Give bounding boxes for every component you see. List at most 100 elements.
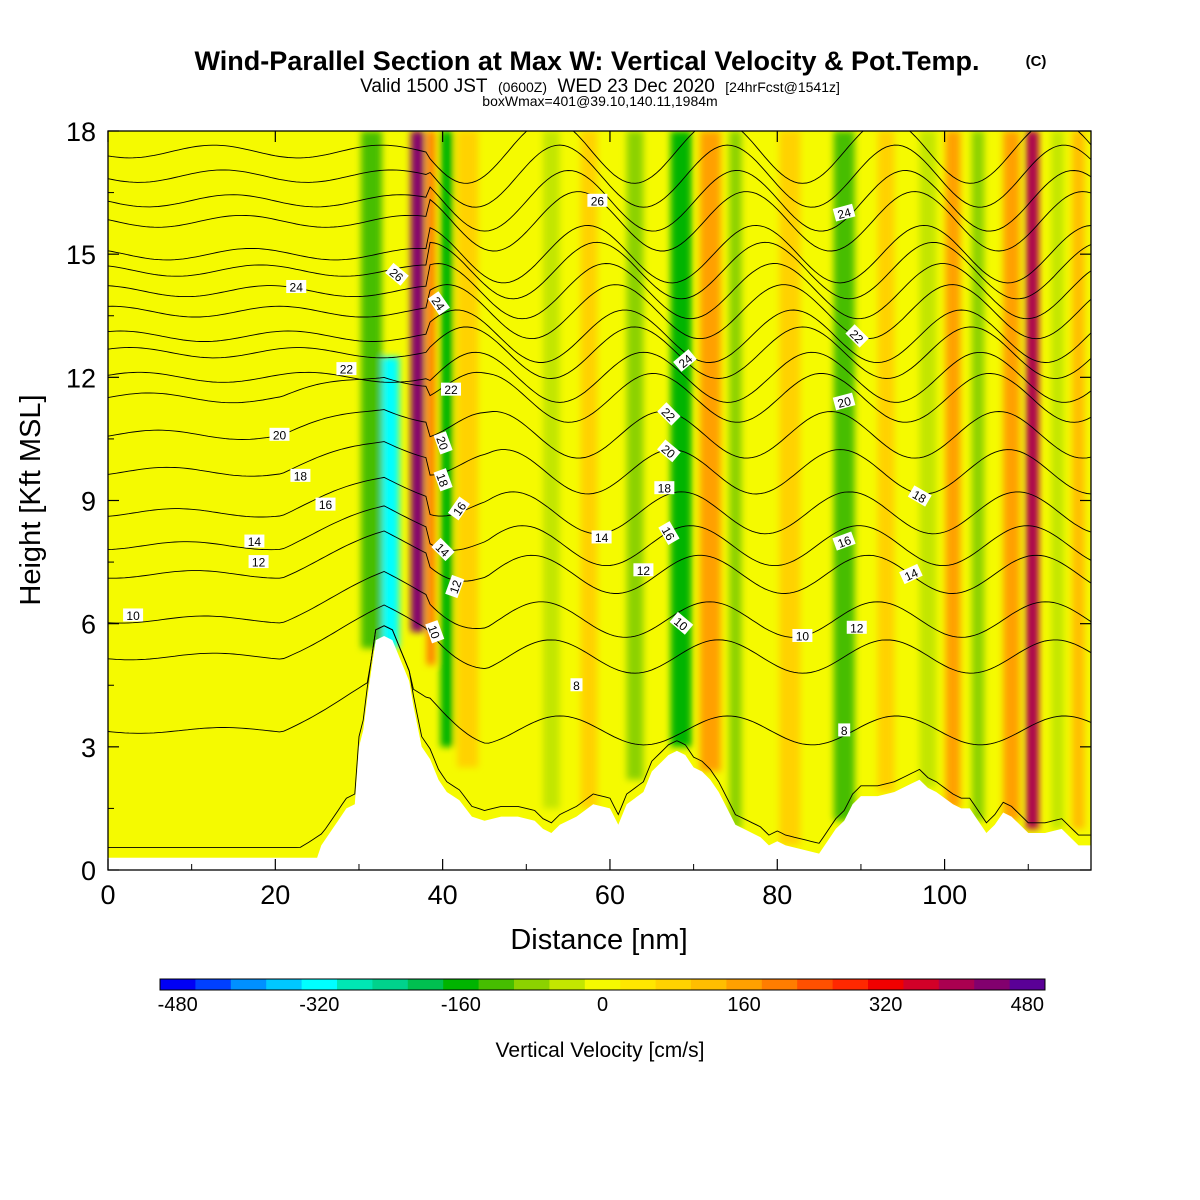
theta-label-33: 24	[832, 203, 856, 222]
w-cell-15	[919, 131, 937, 788]
colorbar-swatch	[1009, 979, 1046, 990]
theta-label-text: 26	[591, 194, 605, 208]
theta-label-18: 14	[591, 530, 612, 545]
theta-label-text: 14	[248, 535, 262, 549]
theta-label-text: 10	[126, 609, 140, 623]
theta-label-box	[447, 496, 471, 521]
y-tick-label: 6	[81, 610, 96, 640]
colorbar-swatch	[514, 979, 550, 990]
theta-label-8: 26	[385, 262, 409, 286]
valid-date: WED 23 Dec 2020	[557, 76, 714, 97]
theta-label-text: 16	[836, 533, 854, 551]
theta-label-box	[570, 678, 583, 692]
plot-background	[108, 131, 1091, 870]
colorbar-swatch	[655, 979, 692, 990]
colorbar-swatch	[549, 979, 586, 990]
valid-prefix: Valid 1500 JST	[360, 76, 488, 97]
colorbar-ticks: -480 -320 -160 0 160 320 480	[158, 994, 1044, 1016]
w-cell-12	[779, 131, 801, 846]
theta-label-text: 12	[637, 564, 651, 578]
theta-label-box	[336, 362, 357, 376]
w-cell-19	[1026, 131, 1039, 829]
theta-label-21: 24	[673, 349, 697, 372]
theta-contour-14	[108, 263, 1091, 320]
theta-label-box	[441, 382, 462, 396]
colorbar-swatch	[478, 979, 515, 990]
theta-contour-1	[108, 625, 1091, 746]
theta-label-13: 16	[447, 496, 471, 521]
w-cell-2	[410, 131, 425, 632]
theta-label-box	[899, 563, 923, 585]
y-tick-label: 15	[66, 240, 96, 270]
w-cell-7	[580, 131, 598, 809]
theta-contour-2	[108, 604, 1091, 674]
colorbar-swatch	[797, 979, 834, 990]
theta-contour-12	[108, 309, 1091, 364]
w-cell-14	[877, 131, 895, 792]
theta-label-20: 26	[587, 193, 608, 208]
theta-label-text: 20	[273, 428, 287, 442]
y-axis-label: Height [Kft MSL]	[15, 394, 47, 605]
valid-time-line: Valid 1500 JST (0600Z) WED 23 Dec 2020 […	[360, 76, 840, 97]
theta-label-24: 18	[654, 481, 675, 496]
colorbar-swatch	[691, 979, 727, 990]
theta-label-box	[286, 280, 307, 294]
colorbar-tick-label: 320	[869, 994, 902, 1016]
theta-label-box	[832, 531, 856, 551]
colorbar-tick-label: -480	[158, 994, 198, 1016]
theta-label-10: 22	[441, 382, 462, 397]
w-cell-16	[945, 131, 961, 809]
colorbar-swatch	[372, 979, 409, 990]
x-tick-label: 100	[922, 880, 967, 910]
theta-label-text: 16	[659, 524, 678, 543]
colorbar-frame	[159, 978, 1046, 991]
colorbar-swatch	[726, 979, 763, 990]
theta-label-19: 12	[633, 563, 654, 578]
colorbar-swatch	[761, 979, 798, 990]
theta-label-text: 8	[573, 679, 580, 693]
y-tick-label: 9	[81, 487, 96, 517]
theta-label-15: 12	[445, 574, 465, 599]
colorbar	[159, 978, 1046, 991]
theta-contour-3	[108, 571, 1091, 638]
theta-label-16: 10	[425, 620, 445, 644]
colorbar-swatch	[584, 979, 621, 990]
theta-label-box	[425, 620, 445, 644]
theta-label-text: 22	[444, 383, 458, 397]
theta-contour-9	[108, 371, 1091, 423]
theta-label-box	[792, 628, 813, 642]
theta-contour-11	[108, 326, 1091, 379]
x-tick-label: 20	[260, 880, 290, 910]
theta-label-box	[385, 262, 409, 286]
theta-label-text: 18	[910, 487, 929, 506]
theta-label-box	[633, 563, 654, 577]
theta-label-box	[433, 468, 453, 492]
w-cell-9	[670, 131, 692, 747]
x-tick-label: 0	[100, 880, 115, 910]
theta-label-box	[654, 481, 675, 495]
colorbar-swatch	[337, 979, 373, 990]
valid-utc: (0600Z)	[498, 79, 547, 95]
w-cell-3	[426, 131, 436, 665]
w-cell-8	[626, 131, 644, 780]
theta-contour-13	[108, 284, 1091, 340]
colorbar-swatch	[903, 979, 940, 990]
colorbar-swatch	[974, 979, 1011, 990]
theta-label-box	[838, 723, 851, 737]
theta-label-7: 24	[286, 280, 307, 295]
theta-label-box	[832, 203, 856, 222]
theta-label-32: 22	[845, 324, 869, 348]
colorbar-swatch	[938, 979, 975, 990]
w-cell-10	[699, 131, 721, 772]
theta-label-34: 18	[907, 485, 932, 507]
colorbar-tick-label: -160	[441, 994, 481, 1016]
colorbar-swatch	[868, 979, 904, 990]
theta-label-5: 20	[269, 427, 290, 442]
theta-label-box	[433, 431, 453, 455]
theta-label-box	[657, 402, 681, 426]
theta-contour-5	[108, 505, 1091, 567]
theta-label-box	[673, 349, 697, 372]
w-cell-5	[457, 131, 479, 768]
theta-label-text: 14	[902, 566, 920, 584]
